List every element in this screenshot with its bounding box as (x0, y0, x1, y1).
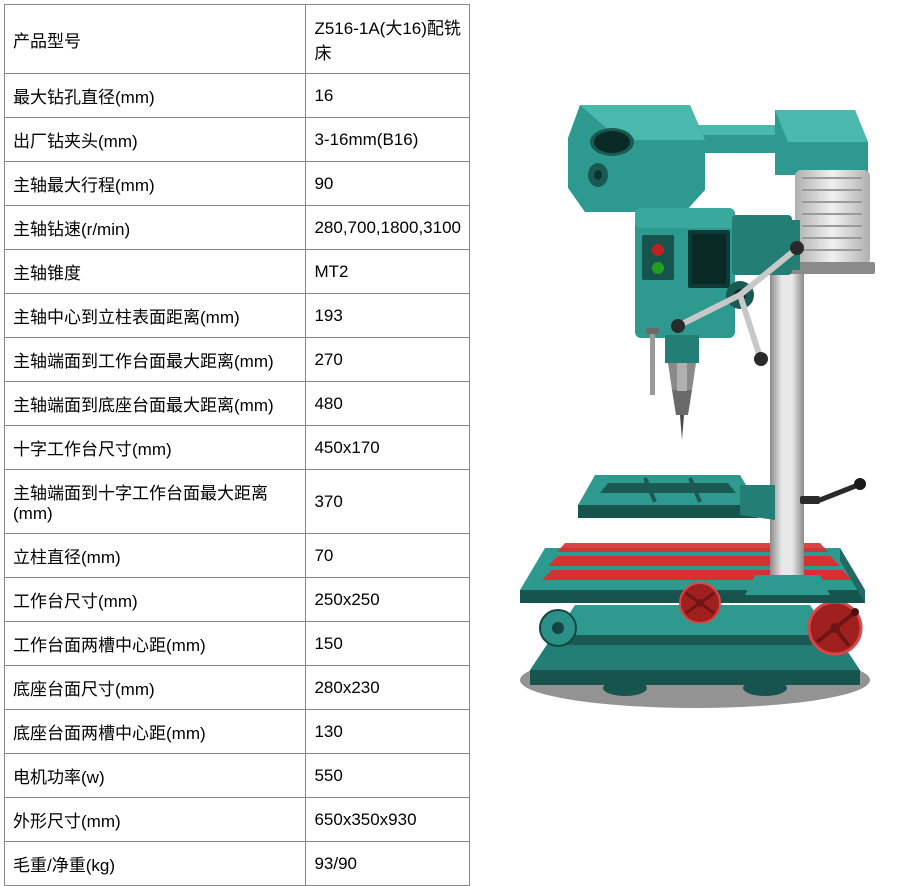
spec-value: 370 (306, 470, 470, 534)
table-row: 底座台面尺寸(mm)280x230 (5, 666, 470, 710)
table-row: 工作台尺寸(mm)250x250 (5, 578, 470, 622)
spec-value: Z516-1A(大16)配铣床 (306, 5, 470, 74)
spec-label: 十字工作台尺寸(mm) (5, 426, 306, 470)
spec-label: 底座台面两槽中心距(mm) (5, 710, 306, 754)
table-row: 主轴最大行程(mm)90 (5, 162, 470, 206)
spec-value: MT2 (306, 250, 470, 294)
spec-label: 主轴最大行程(mm) (5, 162, 306, 206)
spec-value: 70 (306, 534, 470, 578)
spec-value: 480 (306, 382, 470, 426)
spec-value: 270 (306, 338, 470, 382)
spec-label: 主轴端面到工作台面最大距离(mm) (5, 338, 306, 382)
spec-label: 电机功率(w) (5, 754, 306, 798)
table-row: 底座台面两槽中心距(mm)130 (5, 710, 470, 754)
table-row: 产品型号Z516-1A(大16)配铣床 (5, 5, 470, 74)
spec-value: 650x350x930 (306, 798, 470, 842)
spec-value: 90 (306, 162, 470, 206)
spec-value: 193 (306, 294, 470, 338)
drill-press-illustration (490, 70, 890, 740)
spec-label: 外形尺寸(mm) (5, 798, 306, 842)
table-row: 十字工作台尺寸(mm)450x170 (5, 426, 470, 470)
spec-value: 150 (306, 622, 470, 666)
table-row: 外形尺寸(mm)650x350x930 (5, 798, 470, 842)
table-row: 立柱直径(mm)70 (5, 534, 470, 578)
table-row: 出厂钻夹头(mm)3-16mm(B16) (5, 118, 470, 162)
table-row: 主轴锥度MT2 (5, 250, 470, 294)
table-row: 主轴端面到十字工作台面最大距离(mm)370 (5, 470, 470, 534)
spec-value: 3-16mm(B16) (306, 118, 470, 162)
spec-label: 工作台尺寸(mm) (5, 578, 306, 622)
spec-label: 底座台面尺寸(mm) (5, 666, 306, 710)
spec-label: 立柱直径(mm) (5, 534, 306, 578)
table-row: 主轴端面到底座台面最大距离(mm)480 (5, 382, 470, 426)
spec-label: 主轴端面到十字工作台面最大距离(mm) (5, 470, 306, 534)
layout-container: 产品型号Z516-1A(大16)配铣床最大钻孔直径(mm)16出厂钻夹头(mm)… (0, 0, 900, 761)
table-row: 工作台面两槽中心距(mm)150 (5, 622, 470, 666)
spec-label: 主轴中心到立柱表面距离(mm) (5, 294, 306, 338)
spec-value: 450x170 (306, 426, 470, 470)
table-row: 电机功率(w)550 (5, 754, 470, 798)
spec-label: 主轴钻速(r/min) (5, 206, 306, 250)
spec-label: 产品型号 (5, 5, 306, 74)
table-row: 毛重/净重(kg)93/90 (5, 842, 470, 886)
spec-value: 16 (306, 74, 470, 118)
spec-value: 250x250 (306, 578, 470, 622)
table-row: 主轴中心到立柱表面距离(mm)193 (5, 294, 470, 338)
table-row: 主轴钻速(r/min)280,700,1800,3100 (5, 206, 470, 250)
spec-label: 毛重/净重(kg) (5, 842, 306, 886)
spec-value: 550 (306, 754, 470, 798)
spec-value: 93/90 (306, 842, 470, 886)
spec-label: 出厂钻夹头(mm) (5, 118, 306, 162)
spec-label: 最大钻孔直径(mm) (5, 74, 306, 118)
spec-table: 产品型号Z516-1A(大16)配铣床最大钻孔直径(mm)16出厂钻夹头(mm)… (4, 4, 470, 886)
spec-label: 工作台面两槽中心距(mm) (5, 622, 306, 666)
spec-value: 280,700,1800,3100 (306, 206, 470, 250)
spec-label: 主轴锥度 (5, 250, 306, 294)
product-image-area (480, 0, 900, 740)
spec-value: 130 (306, 710, 470, 754)
spec-label: 主轴端面到底座台面最大距离(mm) (5, 382, 306, 426)
table-row: 主轴端面到工作台面最大距离(mm)270 (5, 338, 470, 382)
spec-value: 280x230 (306, 666, 470, 710)
table-area: 产品型号Z516-1A(大16)配铣床最大钻孔直径(mm)16出厂钻夹头(mm)… (0, 0, 470, 761)
table-row: 最大钻孔直径(mm)16 (5, 74, 470, 118)
